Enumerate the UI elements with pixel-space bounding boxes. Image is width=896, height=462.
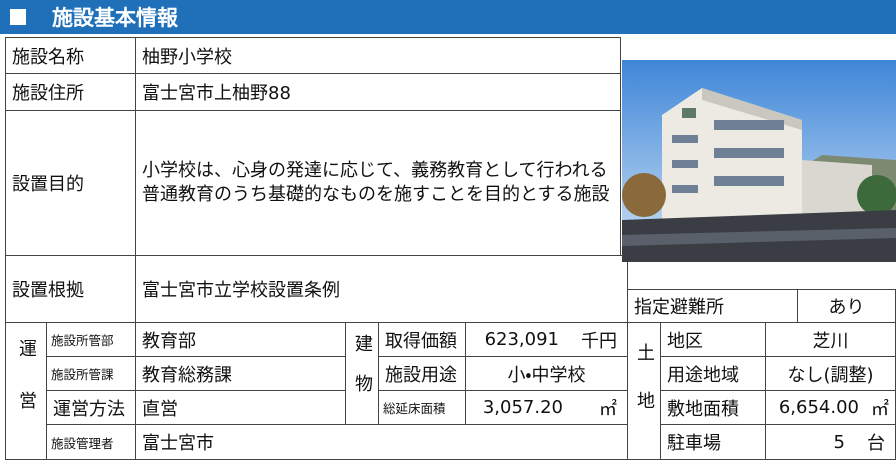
amount: 623,091: [484, 329, 559, 350]
value: 6,654.00 ㎡: [765, 390, 896, 425]
amount: 3,057.20: [482, 397, 563, 418]
value: あり: [797, 289, 896, 323]
value: 小・中学校: [465, 356, 628, 391]
label: 施設名称: [5, 37, 136, 74]
label: 用途地域: [660, 356, 766, 391]
value: 教育総務課: [135, 356, 346, 391]
label: 総延床面積: [378, 390, 466, 425]
value: 富士宮市: [135, 424, 628, 460]
value: 623,091 千円: [465, 322, 628, 357]
header-title: 施設基本情報: [52, 6, 178, 30]
label: 施設管理者: [46, 424, 136, 460]
label: 地区: [660, 322, 766, 357]
label: 施設所管課: [46, 356, 136, 391]
label: 運営方法: [46, 390, 136, 425]
unit: ㎡: [599, 398, 617, 420]
amount: 6,654.00: [778, 397, 859, 418]
unit: ㎡: [871, 398, 889, 420]
section-heading: 土地: [627, 322, 661, 460]
header-bar: 施設基本情報: [0, 0, 896, 34]
value: なし(調整): [765, 356, 896, 391]
label: 指定避難所: [627, 289, 798, 323]
facility-photo: [622, 60, 896, 262]
label: 施設用途: [378, 356, 466, 391]
label: 設置根拠: [5, 255, 136, 323]
amount: 5: [833, 431, 845, 453]
label: 敷地面積: [660, 390, 766, 425]
label: 設置目的: [5, 110, 136, 256]
purpose-text: 小学校は、心身の発達に応じて、義務教育として行われる普通教育のうち基礎的なものを…: [142, 160, 610, 205]
label: 施設住所: [5, 73, 136, 111]
label: 取得価額: [378, 322, 466, 357]
value: 教育部: [135, 322, 346, 357]
value: 3,057.20 ㎡: [465, 390, 628, 425]
section-heading: 運営: [5, 322, 47, 460]
value: 芝川: [765, 322, 896, 357]
value: 富士宮市上柚野88: [135, 73, 621, 111]
unit: 台: [867, 433, 885, 454]
value: 直営: [135, 390, 346, 425]
header-icon: [10, 9, 26, 25]
section-heading: 建物: [345, 322, 379, 425]
unit: 千円: [581, 330, 617, 352]
label: 駐車場: [660, 424, 766, 460]
value: 富士宮市立学校設置条例: [135, 255, 628, 323]
value: 柚野小学校: [135, 37, 621, 74]
label: 施設所管部: [46, 322, 136, 357]
value: 小学校は、心身の発達に応じて、義務教育として行われる普通教育のうち基礎的なものを…: [135, 110, 621, 256]
